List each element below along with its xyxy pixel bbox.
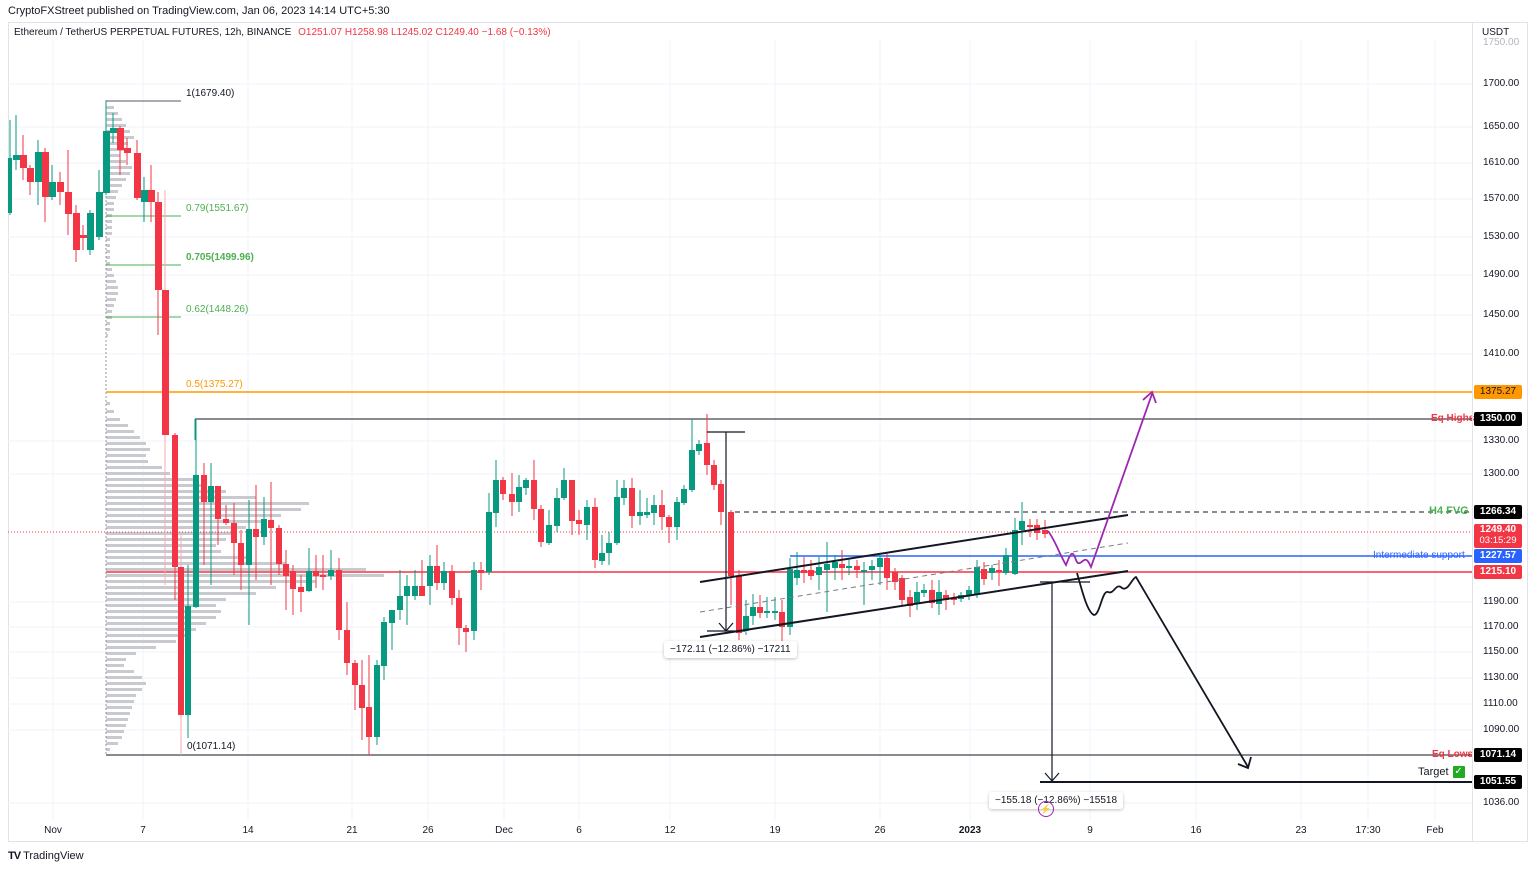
price-tick: 1650.00 bbox=[1483, 121, 1520, 132]
price-tag-last: 1249.40 03:15:29 bbox=[1474, 524, 1522, 548]
fib-label-0705: 0.705(1499.96) bbox=[186, 252, 254, 263]
ohlc-high: H1258.98 bbox=[344, 27, 389, 38]
time-tick: 2023 bbox=[958, 825, 982, 836]
time-tick: Dec bbox=[495, 825, 513, 836]
time-tick: 26 bbox=[422, 825, 434, 836]
time-tick: 14 bbox=[242, 825, 254, 836]
price-tick: 1130.00 bbox=[1483, 672, 1519, 683]
ohlc-low: L1245.02 bbox=[390, 27, 433, 38]
price-tick: 1090.00 bbox=[1483, 724, 1520, 735]
time-tick: 7 bbox=[140, 825, 146, 836]
price-tag-eq-lows: 1071.14 bbox=[1474, 748, 1522, 762]
intermediate-support-label: Intermediate support bbox=[1373, 550, 1465, 561]
eq-lows-label: Eq Lows bbox=[1432, 749, 1474, 760]
ohlc-close: C1249.40 bbox=[435, 27, 479, 38]
checkmark-icon: ✓ bbox=[1452, 766, 1465, 778]
bullish-path[interactable] bbox=[1047, 393, 1153, 570]
eq-highs-label: Eq Highs bbox=[1431, 413, 1475, 424]
ohlc-change: −1.68 (−0.13%) bbox=[481, 27, 551, 38]
time-tick: 12 bbox=[664, 825, 676, 836]
time-tick: Nov bbox=[44, 825, 62, 836]
price-tag-eq-highs: 1350.00 bbox=[1474, 412, 1522, 426]
chart-frame bbox=[8, 22, 1528, 842]
price-tick: 1410.00 bbox=[1483, 348, 1520, 359]
price-tick: 1300.00 bbox=[1483, 468, 1520, 479]
price-tag-h4-fvg: 1266.34 bbox=[1474, 505, 1522, 519]
measure-tool-2[interactable] bbox=[1040, 581, 1090, 782]
currency-label: USDT bbox=[1482, 27, 1510, 38]
time-tick: 26 bbox=[874, 825, 886, 836]
time-tick: 23 bbox=[1295, 825, 1307, 836]
time-tick: 16 bbox=[1190, 825, 1202, 836]
symbol-name[interactable]: Ethereum / TetherUS PERPETUAL FUTURES, 1… bbox=[14, 27, 292, 38]
price-tick: 1610.00 bbox=[1483, 157, 1520, 168]
time-tick: Feb bbox=[1426, 825, 1444, 836]
time-tick: 21 bbox=[346, 825, 358, 836]
time-tick: 6 bbox=[576, 825, 582, 836]
price-tag-fib-05: 1375.27 bbox=[1474, 385, 1522, 399]
fib-label-05: 0.5(1375.27) bbox=[186, 379, 243, 390]
time-tick: 9 bbox=[1087, 825, 1093, 836]
bar-countdown: 03:15:29 bbox=[1479, 535, 1517, 546]
measure-label-1: −172.11 (−12.86%) −17211 bbox=[664, 641, 797, 658]
price-tag-support: 1215.10 bbox=[1474, 565, 1522, 579]
price-axis-border bbox=[1472, 22, 1473, 842]
tradingview-brand[interactable]: TV TradingView bbox=[8, 850, 84, 862]
measure-label-2: −155.18 (−12.86%) −15518 bbox=[989, 792, 1124, 809]
measure-tool-1[interactable] bbox=[707, 431, 745, 632]
price-tick: 1036.00 bbox=[1483, 797, 1520, 808]
fib-label-1: 1(1679.40) bbox=[186, 88, 235, 99]
fib-label-0: 0(1071.14) bbox=[187, 741, 236, 752]
time-tick: 19 bbox=[769, 825, 781, 836]
fib-lines[interactable] bbox=[106, 100, 1472, 393]
price-tag-intermediate-support: 1227.57 bbox=[1474, 549, 1522, 563]
ohlc-open: O1251.07 bbox=[298, 27, 343, 38]
time-tick: 17:30 bbox=[1355, 825, 1381, 836]
price-tick: 1170.00 bbox=[1483, 621, 1519, 632]
grid bbox=[8, 40, 1472, 820]
last-price-value: 1249.40 bbox=[1479, 524, 1517, 535]
price-tick: 1570.00 bbox=[1483, 193, 1520, 204]
target-text: Target bbox=[1418, 766, 1449, 778]
price-tick: 1150.00 bbox=[1483, 646, 1519, 657]
price-tick: 1450.00 bbox=[1483, 309, 1520, 320]
tradingview-logo-icon: TV bbox=[8, 850, 21, 862]
price-tick: 1490.00 bbox=[1483, 269, 1520, 280]
publish-info: CryptoFXStreet published on TradingView.… bbox=[8, 5, 390, 17]
channel-midline bbox=[699, 542, 1129, 613]
fib-label-079: 0.79(1551.67) bbox=[186, 203, 249, 214]
price-tick: 1330.00 bbox=[1483, 435, 1520, 446]
price-tick: 1190.00 bbox=[1483, 596, 1519, 607]
price-tag-target: 1051.55 bbox=[1474, 775, 1522, 789]
price-tick: 1110.00 bbox=[1483, 698, 1518, 709]
price-tick: 1700.00 bbox=[1483, 78, 1520, 89]
fib-label-062: 0.62(1448.26) bbox=[186, 304, 249, 315]
price-tick: 1750.00 bbox=[1483, 37, 1520, 48]
target-label: Target ✓ bbox=[1418, 766, 1465, 778]
brand-name: TradingView bbox=[23, 850, 84, 862]
bearish-path[interactable] bbox=[1076, 572, 1249, 768]
h4-fvg-label: H4 FVG bbox=[1429, 505, 1469, 517]
candles bbox=[8, 101, 1048, 755]
lightning-icon[interactable]: ⚡ bbox=[1038, 801, 1054, 817]
ascending-channel[interactable] bbox=[699, 514, 1129, 638]
symbol-legend: Ethereum / TetherUS PERPETUAL FUTURES, 1… bbox=[14, 27, 551, 38]
price-tick: 1530.00 bbox=[1483, 231, 1520, 242]
